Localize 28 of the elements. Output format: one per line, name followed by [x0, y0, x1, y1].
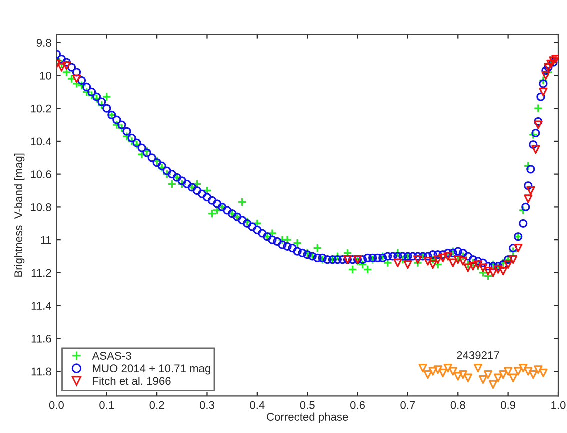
- x-tick-label: 0.5: [300, 401, 315, 410]
- y-tick-label: 11.4: [32, 302, 52, 310]
- y-axis-title: Brightness V-band [mag]: [14, 154, 25, 277]
- annotation: 2439217: [457, 352, 500, 360]
- y-tick-label: 11: [41, 236, 52, 244]
- x-tick-label: 0.8: [450, 401, 466, 410]
- y-tick-label: 10.2: [31, 104, 52, 113]
- x-tick-label: 0.0: [49, 401, 64, 410]
- x-tick-label: 0.1: [100, 401, 114, 410]
- y-tick-label: 11.6: [32, 334, 52, 343]
- y-tick-label: 10.6: [31, 170, 52, 178]
- y-tick-label: 11.8: [32, 368, 52, 376]
- y-tick-label: 10.4: [31, 138, 52, 146]
- x-tick-label: 0.2: [150, 401, 164, 410]
- legend-label: ASAS-3: [92, 352, 132, 360]
- x-tick-label: 0.6: [350, 401, 366, 410]
- x-tick-label: 0.9: [501, 401, 516, 410]
- legend-label: MUO 2014 + 10.71 mag: [93, 364, 210, 375]
- x-axis-title: Corrected phase: [267, 412, 348, 424]
- y-tick-label: 10: [40, 72, 52, 80]
- x-tick-label: 0.4: [250, 401, 265, 410]
- x-tick-label: 0.7: [400, 401, 416, 410]
- y-tick-label: 10.8: [31, 203, 52, 212]
- legend-label: Fitch et al. 1966: [93, 376, 171, 386]
- x-tick-label: 1.0: [552, 401, 566, 410]
- y-tick-label: 11.2: [32, 269, 52, 277]
- y-tick-label: 9.8: [36, 39, 52, 47]
- x-tick-label: 0.3: [200, 401, 214, 410]
